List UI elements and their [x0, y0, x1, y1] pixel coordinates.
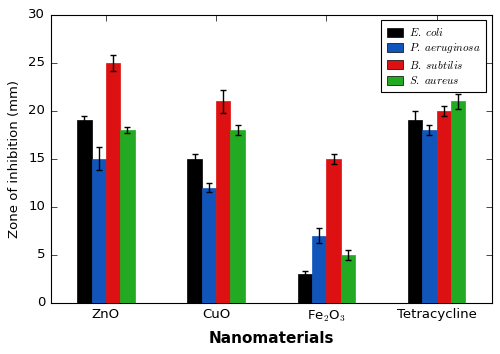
Bar: [326, 159, 340, 303]
Bar: [340, 255, 355, 303]
Y-axis label: Zone of inhibition (mm): Zone of inhibition (mm): [8, 80, 22, 238]
Bar: [92, 159, 106, 303]
Bar: [436, 111, 451, 303]
Bar: [202, 188, 216, 303]
Bar: [422, 130, 436, 303]
Bar: [451, 101, 465, 303]
Bar: [106, 63, 120, 303]
X-axis label: Nanomaterials: Nanomaterials: [208, 331, 334, 346]
Legend: $\it{E.\ coli}$, $\it{P.\ aeruginosa}$, $\it{B.\ subtilis}$, $\it{S.\ aureus}$: $\it{E.\ coli}$, $\it{P.\ aeruginosa}$, …: [381, 21, 486, 91]
Bar: [78, 120, 92, 303]
Bar: [230, 130, 245, 303]
Bar: [298, 274, 312, 303]
Bar: [120, 130, 134, 303]
Bar: [408, 120, 422, 303]
Bar: [312, 236, 326, 303]
Bar: [216, 101, 230, 303]
Bar: [188, 159, 202, 303]
